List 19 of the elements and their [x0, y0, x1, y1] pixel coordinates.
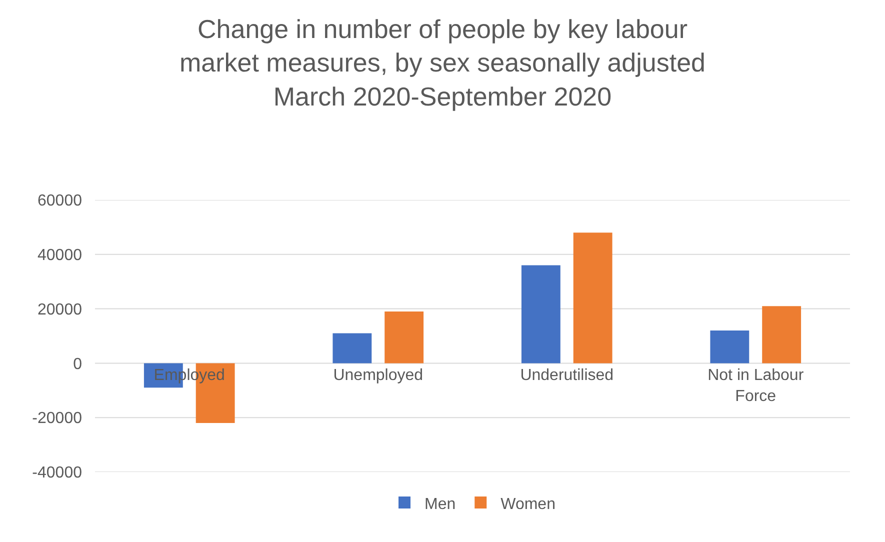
x-tick-label: Unemployed: [333, 367, 424, 384]
legend-label: Men: [424, 496, 456, 513]
x-tick-label: Underutilised: [520, 367, 614, 384]
bar: [384, 312, 424, 364]
y-tick-label: 0: [73, 356, 82, 373]
y-tick-label: 40000: [38, 247, 82, 264]
y-tick-label: -40000: [32, 464, 82, 482]
bar: [710, 330, 750, 364]
bar: [332, 333, 372, 364]
chart-title: Change in number of people by key labour market measures, by sex seasonally adjusted March 2020-September 2020: [179, 14, 706, 112]
y-tick-label: -20000: [32, 410, 82, 428]
legend-label: Women: [500, 496, 556, 513]
bar: [762, 306, 802, 364]
y-tick-label: 20000: [38, 301, 82, 318]
bar: [521, 265, 560, 364]
y-tick-label: 60000: [38, 192, 82, 210]
x-tick-label: Not in Labour Force: [708, 367, 804, 405]
x-tick-label: Employed: [154, 367, 225, 384]
bar: [573, 232, 612, 364]
